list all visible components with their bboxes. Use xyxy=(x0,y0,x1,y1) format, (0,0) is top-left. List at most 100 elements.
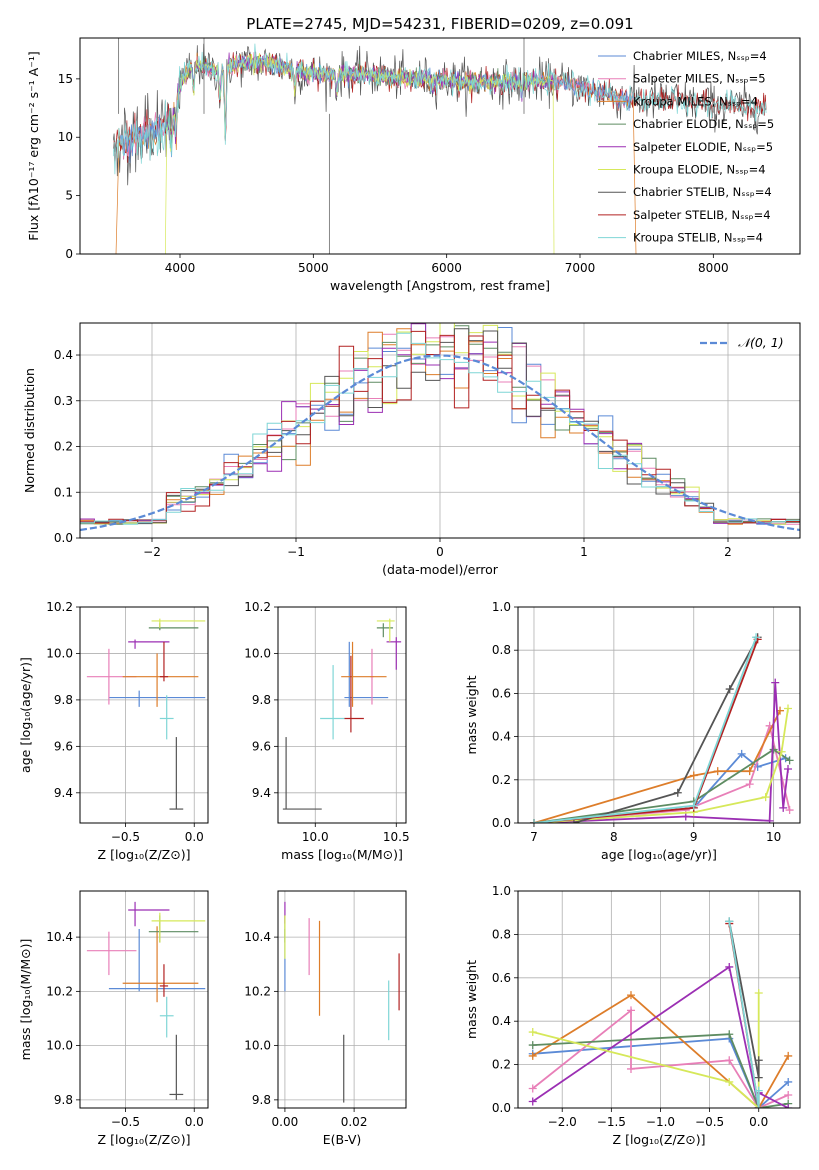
y-tick-label: 0.8 xyxy=(492,643,511,657)
y-tick-label: 0.8 xyxy=(492,927,511,941)
y-tick-label: 0.0 xyxy=(492,1101,511,1115)
x-tick-label: −1 xyxy=(287,545,305,559)
series-marker-kroupa_stelib xyxy=(529,819,538,823)
plot-area xyxy=(282,618,402,810)
plot-area xyxy=(86,901,206,1100)
series-marker-chabrier_miles xyxy=(784,1077,793,1086)
x-tick-label: −2 xyxy=(143,545,161,559)
y-tick-label: 10.2 xyxy=(46,600,73,614)
y-tick-label: 10.4 xyxy=(244,930,271,944)
series-line-kroupa_stelib xyxy=(728,921,760,1108)
axes-frame xyxy=(277,890,407,1109)
series-marker-salpeter_miles xyxy=(626,1006,635,1015)
chart-title: PLATE=2745, MJD=54231, FIBERID=0209, z=0… xyxy=(246,15,633,33)
series-marker-kroupa_elodie xyxy=(777,747,786,756)
x-tick-label: 0.0 xyxy=(185,1115,204,1129)
series-marker-salpeter_miles xyxy=(528,1084,537,1093)
series-marker-kroupa_miles xyxy=(528,1051,537,1060)
x-tick-label: 8000 xyxy=(698,261,729,275)
y-tick-label: 0 xyxy=(65,247,73,261)
series-marker-chabrier_stelib xyxy=(754,1073,763,1082)
series-line-salpeter_stelib xyxy=(533,639,759,823)
series-marker-salpeter_elodie xyxy=(784,1104,793,1108)
series-marker-salpeter_elodie xyxy=(528,1097,537,1106)
series-marker-chabrier_elodie xyxy=(528,1041,537,1050)
y-axis-label: age [log₁₀(age/yr)] xyxy=(18,657,33,773)
series-marker-kroupa_miles xyxy=(713,767,722,776)
chart-weight_vs_Z: −2.0 −1.5 −1.0 −0.5 0.0 0.0 0.2 0.4 0.6 0.8 1.0 Z [… xyxy=(464,884,801,1147)
y-tick-label: 9.8 xyxy=(252,1093,271,1107)
x-tick-label: 2 xyxy=(724,545,732,559)
y-tick-label: 5 xyxy=(65,189,73,203)
y-tick-label: 0.1 xyxy=(54,485,73,499)
x-tick-label: 0.0 xyxy=(749,1115,768,1129)
y-tick-label: 0.6 xyxy=(492,686,511,700)
histogram-kroupa_stelib xyxy=(80,332,800,525)
y-axis-label: mass weight xyxy=(464,675,479,754)
series-marker-salpeter_elodie xyxy=(784,765,793,773)
x-axis-label: age [log₁₀(age/yr)] xyxy=(601,847,717,862)
plot-area xyxy=(529,633,794,823)
x-tick-label: −1.5 xyxy=(597,1115,626,1129)
series-line-chabrier_elodie xyxy=(532,1033,789,1108)
y-tick-label: 0.6 xyxy=(492,971,511,985)
series-line-kroupa_miles xyxy=(532,994,789,1108)
series-marker-chabrier_stelib xyxy=(725,685,734,694)
y-axis-label: mass [log₁₀(M/M⊙)] xyxy=(18,939,33,1061)
series-marker-kroupa_elodie xyxy=(784,704,793,713)
x-tick-label: 10.0 xyxy=(302,830,329,844)
x-tick-label: 9 xyxy=(690,830,698,844)
series-marker-chabrier_stelib xyxy=(754,1056,763,1065)
x-tick-label: 6000 xyxy=(431,261,462,275)
x-tick-label: −0.5 xyxy=(111,1115,140,1129)
legend-label: Kroupa ELODIE, Nₛₛₚ=4 xyxy=(633,163,766,177)
series-marker-kroupa_stelib xyxy=(689,801,698,810)
axes-frame xyxy=(277,606,407,824)
legend-label: Salpeter ELODIE, Nₛₛₚ=5 xyxy=(633,140,773,154)
y-tick-label: 10 xyxy=(58,130,73,144)
x-axis-label: Z [log₁₀(Z/Z⊙)] xyxy=(613,1132,706,1147)
axes-frame xyxy=(517,890,801,1109)
histogram-kroupa_elodie xyxy=(80,323,800,525)
series-line-salpeter_miles xyxy=(532,1008,789,1108)
y-tick-label: 9.8 xyxy=(54,1093,73,1107)
y-tick-label: 0.4 xyxy=(492,730,511,744)
series-marker-salpeter_miles xyxy=(785,806,794,815)
legend-label: Salpeter STELIB, Nₛₛₚ=4 xyxy=(633,208,771,222)
axes-frame xyxy=(79,890,209,1109)
x-axis-label: E(B-V) xyxy=(323,1132,362,1147)
series-marker-kroupa_miles xyxy=(745,767,754,776)
series-line-chabrier_stelib xyxy=(573,636,759,823)
series-marker-salpeter_elodie xyxy=(681,812,690,821)
plot-area xyxy=(80,323,800,532)
axes-frame xyxy=(79,606,209,824)
x-tick-label: 1 xyxy=(580,545,588,559)
y-tick-label: 10.0 xyxy=(46,1039,73,1053)
y-tick-label: 9.4 xyxy=(54,786,73,800)
series-marker-salpeter_elodie xyxy=(771,678,780,687)
chart-age_vs_Z: −0.5 0.0 9.4 9.6 9.8 10.0 10.2 Z [log₁₀(Z/Z⊙)] a… xyxy=(18,600,209,862)
plot-area xyxy=(528,917,793,1108)
x-axis-label: Z [log₁₀(Z/Z⊙)] xyxy=(98,1132,191,1147)
y-tick-label: 9.4 xyxy=(252,786,271,800)
series-marker-chabrier_miles xyxy=(737,749,746,758)
chart-age_vs_mass: 10.0 10.5 9.4 9.6 9.8 10.0 10.2 mass [log₁₀(M/M… xyxy=(244,600,409,862)
chart-residuals: −2 −1 0 1 2 0.0 0.1 0.2 0.3 0.4 (data-model)/error… xyxy=(22,322,801,577)
y-axis-label: Normed distribution xyxy=(22,368,37,493)
y-tick-label: 9.8 xyxy=(252,693,271,707)
chart-weight_vs_age: 7 8 9 10 0.0 0.2 0.4 0.6 0.8 1.0 age [log₁₀(age/yr… xyxy=(464,600,801,862)
chart-mass_vs_ebv: 0.00 0.02 9.8 10.0 10.2 10.4 E(B-V) xyxy=(244,890,407,1147)
axes-frame xyxy=(517,606,801,824)
plot-area xyxy=(86,618,206,810)
series-line-salpeter_elodie xyxy=(533,682,789,823)
x-axis-label: (data-model)/error xyxy=(382,562,499,577)
y-tick-label: 10.0 xyxy=(244,1039,271,1053)
legend-label: Kroupa MILES, Nₛₛₚ=4 xyxy=(633,94,758,108)
x-tick-label: 8 xyxy=(610,830,618,844)
y-axis-label: mass weight xyxy=(464,960,479,1039)
series-marker-kroupa_stelib xyxy=(725,917,734,926)
x-tick-label: 4000 xyxy=(165,261,196,275)
x-tick-label: 7000 xyxy=(565,261,596,275)
series-marker-kroupa_elodie xyxy=(754,988,763,997)
